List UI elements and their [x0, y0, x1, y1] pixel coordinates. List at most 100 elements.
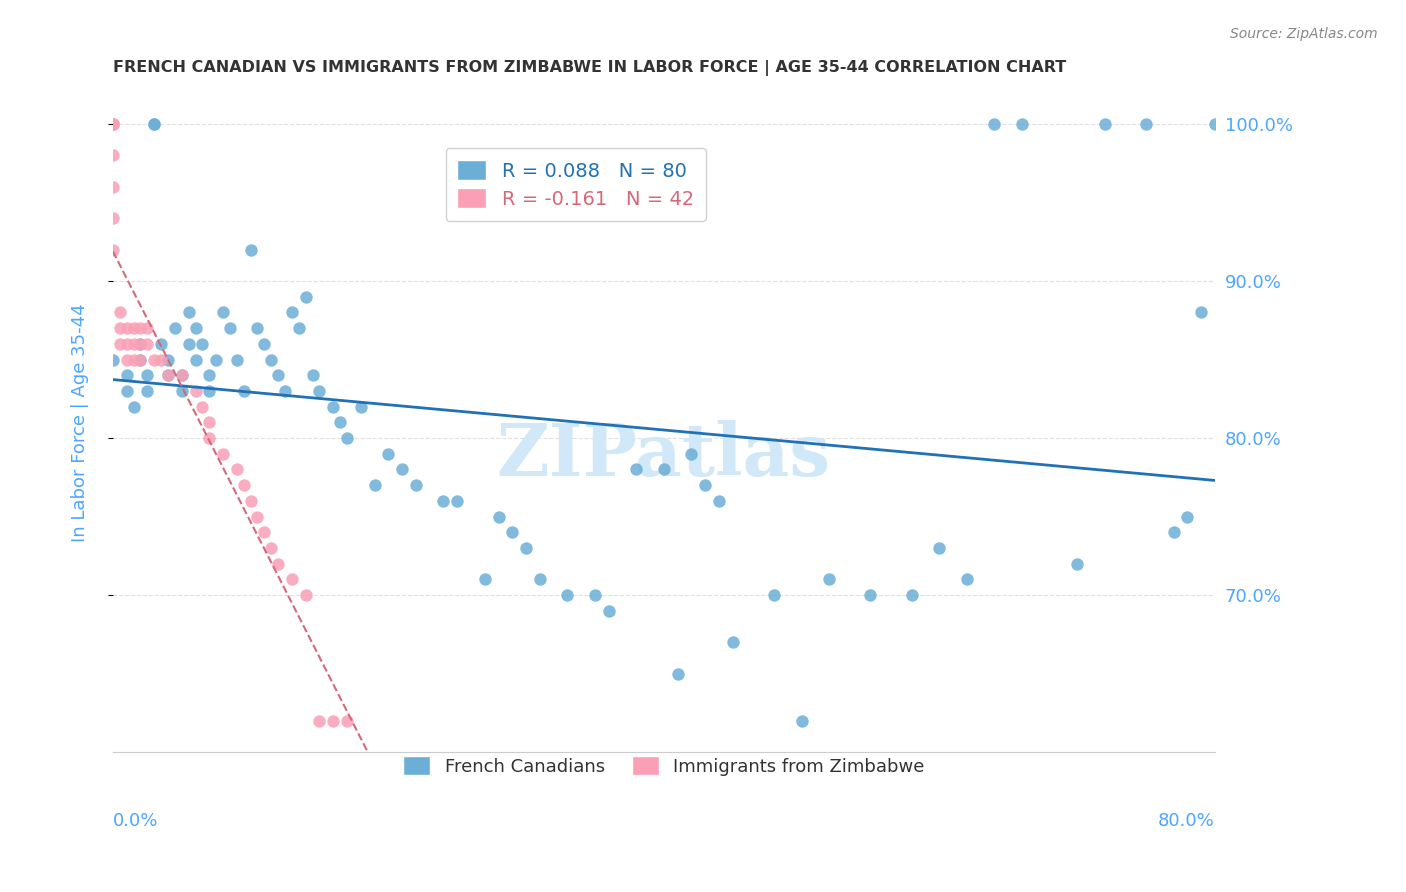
Point	[391, 462, 413, 476]
Point	[246, 321, 269, 335]
Text: ZIPatlas: ZIPatlas	[496, 420, 831, 491]
Point	[170, 384, 193, 398]
Point	[405, 478, 427, 492]
Point	[474, 573, 496, 587]
Point	[377, 447, 399, 461]
Point	[101, 148, 124, 162]
Point	[446, 494, 468, 508]
Point	[329, 415, 352, 429]
Point	[583, 588, 606, 602]
Point	[1204, 117, 1226, 131]
Point	[232, 478, 254, 492]
Point	[488, 509, 510, 524]
Point	[191, 400, 214, 414]
Point	[260, 541, 283, 555]
Point	[1175, 509, 1198, 524]
Point	[122, 352, 145, 367]
Point	[115, 336, 138, 351]
Point	[212, 305, 235, 319]
Point	[301, 368, 323, 383]
Point	[721, 635, 744, 649]
Point	[288, 321, 311, 335]
Point	[859, 588, 882, 602]
Point	[177, 336, 200, 351]
Point	[308, 384, 330, 398]
Point	[274, 384, 297, 398]
Point	[681, 447, 703, 461]
Point	[956, 573, 979, 587]
Point	[108, 336, 131, 351]
Point	[322, 400, 344, 414]
Point	[281, 573, 304, 587]
Point	[177, 305, 200, 319]
Point	[666, 666, 689, 681]
Point	[983, 117, 1005, 131]
Point	[129, 321, 152, 335]
Point	[129, 336, 152, 351]
Point	[901, 588, 924, 602]
Point	[115, 384, 138, 398]
Legend: French Canadians, Immigrants from Zimbabwe: French Canadians, Immigrants from Zimbab…	[396, 749, 932, 783]
Point	[184, 352, 207, 367]
Point	[136, 384, 159, 398]
Point	[136, 336, 159, 351]
Point	[136, 368, 159, 383]
Point	[246, 509, 269, 524]
Point	[184, 321, 207, 335]
Point	[1011, 117, 1033, 131]
Point	[156, 352, 179, 367]
Point	[695, 478, 717, 492]
Point	[219, 321, 242, 335]
Point	[198, 384, 221, 398]
Point	[790, 714, 813, 728]
Point	[122, 400, 145, 414]
Point	[101, 352, 124, 367]
Point	[212, 447, 235, 461]
Point	[143, 117, 166, 131]
Point	[350, 400, 373, 414]
Point	[129, 352, 152, 367]
Point	[122, 336, 145, 351]
Point	[501, 525, 523, 540]
Point	[281, 305, 304, 319]
Point	[432, 494, 454, 508]
Point	[115, 352, 138, 367]
Point	[707, 494, 730, 508]
Point	[198, 415, 221, 429]
Point	[108, 305, 131, 319]
Point	[928, 541, 950, 555]
Point	[143, 352, 166, 367]
Point	[184, 384, 207, 398]
Text: Source: ZipAtlas.com: Source: ZipAtlas.com	[1230, 27, 1378, 41]
Point	[363, 478, 385, 492]
Point	[322, 714, 344, 728]
Point	[150, 352, 173, 367]
Point	[170, 368, 193, 383]
Point	[336, 714, 359, 728]
Point	[122, 321, 145, 335]
Point	[1189, 305, 1212, 319]
Point	[267, 557, 290, 571]
Point	[253, 525, 276, 540]
Point	[253, 336, 276, 351]
Point	[763, 588, 786, 602]
Point	[652, 462, 675, 476]
Point	[129, 352, 152, 367]
Point	[515, 541, 537, 555]
Point	[101, 117, 124, 131]
Point	[108, 321, 131, 335]
Point	[1094, 117, 1116, 131]
Point	[101, 179, 124, 194]
Point	[267, 368, 290, 383]
Point	[150, 336, 173, 351]
Point	[198, 368, 221, 383]
Point	[156, 368, 179, 383]
Point	[101, 117, 124, 131]
Point	[239, 243, 262, 257]
Text: FRENCH CANADIAN VS IMMIGRANTS FROM ZIMBABWE IN LABOR FORCE | AGE 35-44 CORRELATI: FRENCH CANADIAN VS IMMIGRANTS FROM ZIMBA…	[112, 60, 1066, 76]
Point	[163, 321, 186, 335]
Text: 80.0%: 80.0%	[1159, 812, 1215, 830]
Point	[294, 290, 316, 304]
Text: 0.0%: 0.0%	[112, 812, 159, 830]
Point	[101, 243, 124, 257]
